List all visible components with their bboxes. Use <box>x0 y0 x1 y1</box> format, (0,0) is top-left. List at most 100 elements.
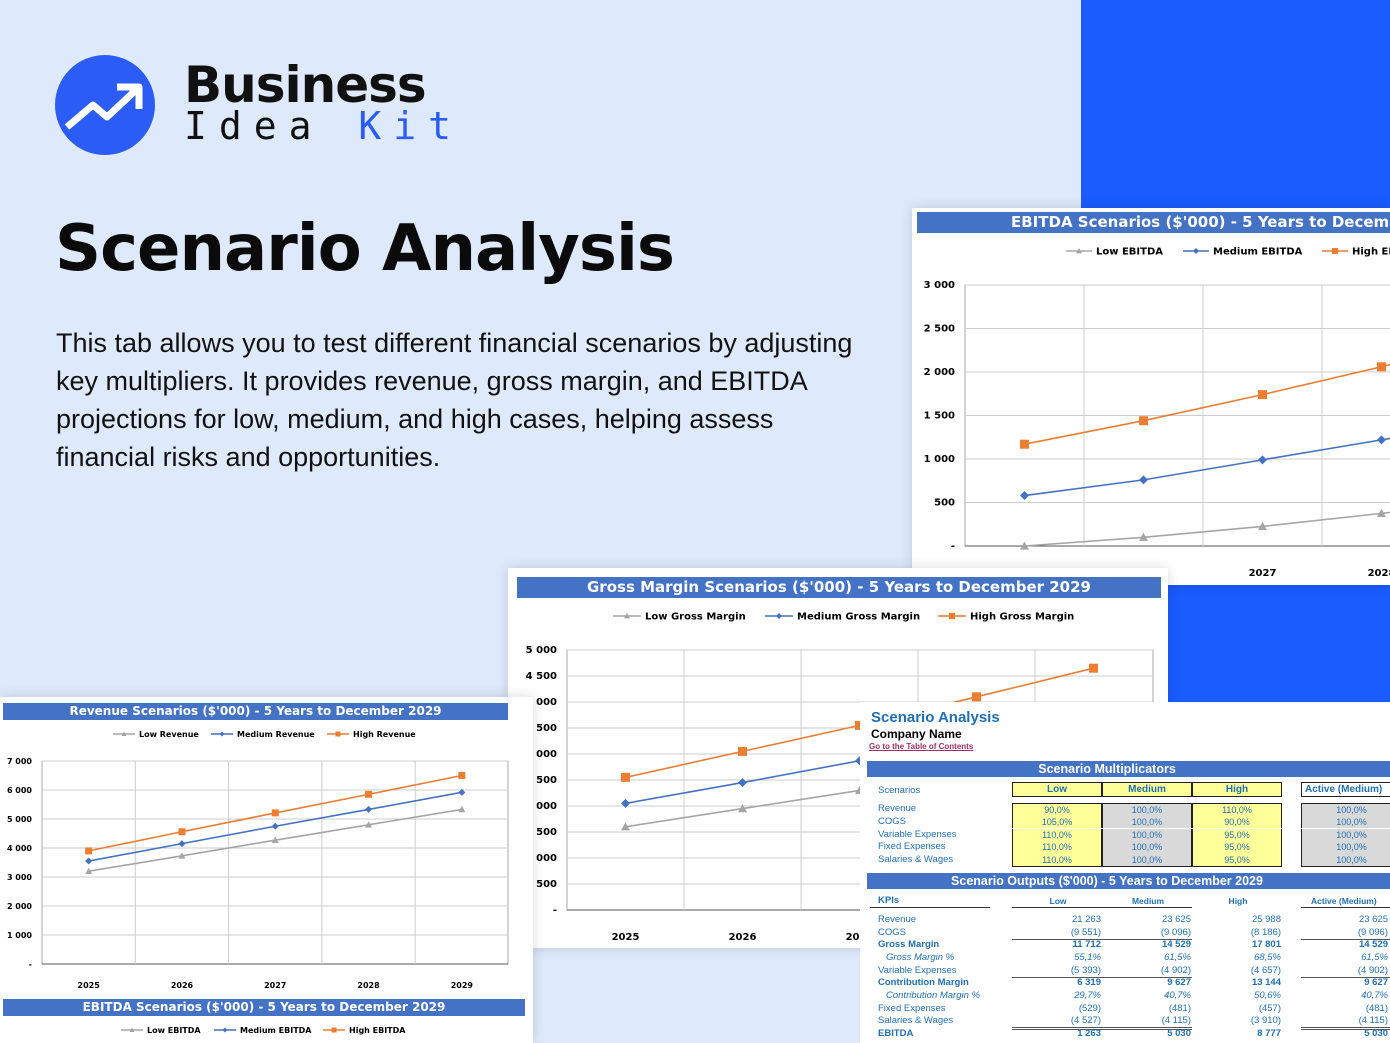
data-point <box>178 828 186 836</box>
kpi-value: 61,5% <box>1361 951 1388 963</box>
legend-label: Low Revenue <box>139 730 199 739</box>
multiplier-input[interactable]: 110,0% <box>1192 803 1282 816</box>
legend-label: Low EBITDA <box>147 1026 201 1035</box>
data-point <box>1139 475 1148 485</box>
y-tick-label: 1 000 <box>526 853 557 864</box>
kpi-value: 25 988 <box>1251 914 1281 925</box>
data-point <box>1258 390 1267 400</box>
active-multiplier: 100,0% <box>1301 841 1390 854</box>
chart-title: EBITDA Scenarios ($'000) - 5 Years to De… <box>917 212 1390 233</box>
y-tick-label: 2 000 <box>924 367 955 378</box>
kpi-value: (4 115) <box>1161 1015 1191 1027</box>
series-line-1 <box>1024 437 1390 497</box>
output-col-header: Medium <box>1131 896 1165 906</box>
y-tick-label: 1 500 <box>526 827 557 838</box>
kpi-value: 9 627 <box>1364 977 1388 989</box>
kpi-value: 17 801 <box>1251 939 1281 951</box>
kpi-value: 8 777 <box>1257 1027 1281 1039</box>
multiplier-input[interactable]: 90,0% <box>1012 803 1102 816</box>
output-col-header: Low <box>1049 896 1067 906</box>
y-tick-label: 500 <box>536 879 557 890</box>
y-tick-label: 3 000 <box>924 280 955 291</box>
kpi-value: 6 319 <box>1077 977 1101 989</box>
legend-label: High Gross Margin <box>970 612 1074 623</box>
y-tick-label: 5 000 <box>7 815 32 824</box>
logo-trend-arrow-icon <box>55 55 155 155</box>
row-rule <box>1301 1027 1390 1031</box>
data-point <box>458 788 466 796</box>
data-point <box>222 1027 228 1033</box>
kpi-label: Contribution Margin % <box>886 989 980 1001</box>
active-multiplier: 100,0% <box>1301 815 1390 829</box>
sheet-title: Scenario Analysis <box>871 709 1000 726</box>
multiplier-input[interactable]: 100,0% <box>1102 828 1192 842</box>
data-point <box>738 746 747 756</box>
multiplier-input[interactable]: 100,0% <box>1102 854 1192 867</box>
multiplier-input[interactable]: 95,0% <box>1192 854 1282 867</box>
data-point <box>1377 362 1386 372</box>
kpi-value: (4 527) <box>1070 1015 1101 1027</box>
legend-label: Low Gross Margin <box>645 612 746 623</box>
kpi-label: COGS <box>878 926 906 938</box>
active-multiplier: 100,0% <box>1301 854 1390 867</box>
kpi-label: Contribution Margin <box>878 977 969 989</box>
multiplier-input[interactable]: 110,0% <box>1012 854 1102 867</box>
kpi-value: (529) <box>1078 1002 1101 1014</box>
x-tick-label: 2029 <box>451 981 474 990</box>
y-tick-label: - <box>553 905 557 916</box>
multiplier-input[interactable]: 90,0% <box>1192 815 1282 829</box>
row-rule <box>1301 976 1390 978</box>
data-point <box>738 804 747 813</box>
revenue-chart-card: Revenue Scenarios ($'000) - 5 Years to D… <box>0 697 533 1043</box>
legend-label: Medium EBITDA <box>240 1026 312 1035</box>
legend-label: High Revenue <box>353 730 416 739</box>
data-point <box>178 840 186 848</box>
multiplier-input[interactable]: 110,0% <box>1012 841 1102 854</box>
data-point <box>776 613 782 619</box>
x-tick-label: 2028 <box>357 981 380 990</box>
kpi-value: 9 627 <box>1167 977 1191 989</box>
output-active-header: Active (Medium) <box>1311 896 1377 906</box>
multiplier-label: Revenue <box>878 803 917 814</box>
multiplier-input[interactable]: 95,0% <box>1192 841 1282 854</box>
header-rule <box>1301 907 1390 908</box>
multiplier-input[interactable]: 100,0% <box>1102 815 1192 829</box>
legend-label: Medium Gross Margin <box>797 612 920 623</box>
multiplier-input[interactable]: 100,0% <box>1102 841 1192 854</box>
y-tick-label: 3 500 <box>526 723 557 734</box>
kpi-value: 5 030 <box>1364 1027 1388 1039</box>
chart-title: Gross Margin Scenarios ($'000) - 5 Years… <box>517 577 1161 598</box>
kpi-label: Variable Expenses <box>878 964 957 976</box>
multiplier-input[interactable]: 100,0% <box>1102 803 1192 816</box>
data-point <box>949 613 955 619</box>
y-tick-label: 6 000 <box>7 786 32 795</box>
kpi-value: 14 529 <box>1358 939 1388 951</box>
brand-word-idea: Idea <box>184 104 324 148</box>
legend-label: Medium Revenue <box>237 730 315 739</box>
kpi-value: 68,5% <box>1254 951 1281 963</box>
multiplier-input[interactable]: 95,0% <box>1192 828 1282 842</box>
kpi-value: (4 902) <box>1357 964 1388 976</box>
kpi-value: 1 263 <box>1077 1027 1101 1039</box>
kpi-label: Gross Margin % <box>886 951 955 963</box>
data-point <box>1139 532 1148 541</box>
data-point <box>1020 541 1029 550</box>
data-point <box>271 809 279 817</box>
multiplier-input[interactable]: 110,0% <box>1012 828 1102 842</box>
ebitda-chart-card: EBITDA Scenarios ($'000) - 5 Years to De… <box>912 208 1390 585</box>
data-point <box>365 821 373 828</box>
x-tick-label: 2027 <box>846 932 874 943</box>
scenario-sheet: Scenario Analysis Company Name Go to the… <box>860 702 1390 1043</box>
data-point <box>1139 416 1148 426</box>
kpi-value: 40,7% <box>1361 989 1388 1001</box>
toc-link[interactable]: Go to the Table of Contents <box>869 742 974 751</box>
multiplier-input[interactable]: 105,0% <box>1012 815 1102 829</box>
y-tick-label: 7 000 <box>7 757 32 766</box>
legend-label: Medium EBITDA <box>1213 247 1303 258</box>
data-point <box>271 836 279 843</box>
y-tick-label: 2 000 <box>7 902 32 911</box>
kpi-label: EBITDA <box>878 1027 914 1039</box>
chart-title: EBITDA Scenarios ($'000) - 5 Years to De… <box>3 999 525 1016</box>
data-point <box>458 772 466 779</box>
data-point <box>621 798 630 808</box>
